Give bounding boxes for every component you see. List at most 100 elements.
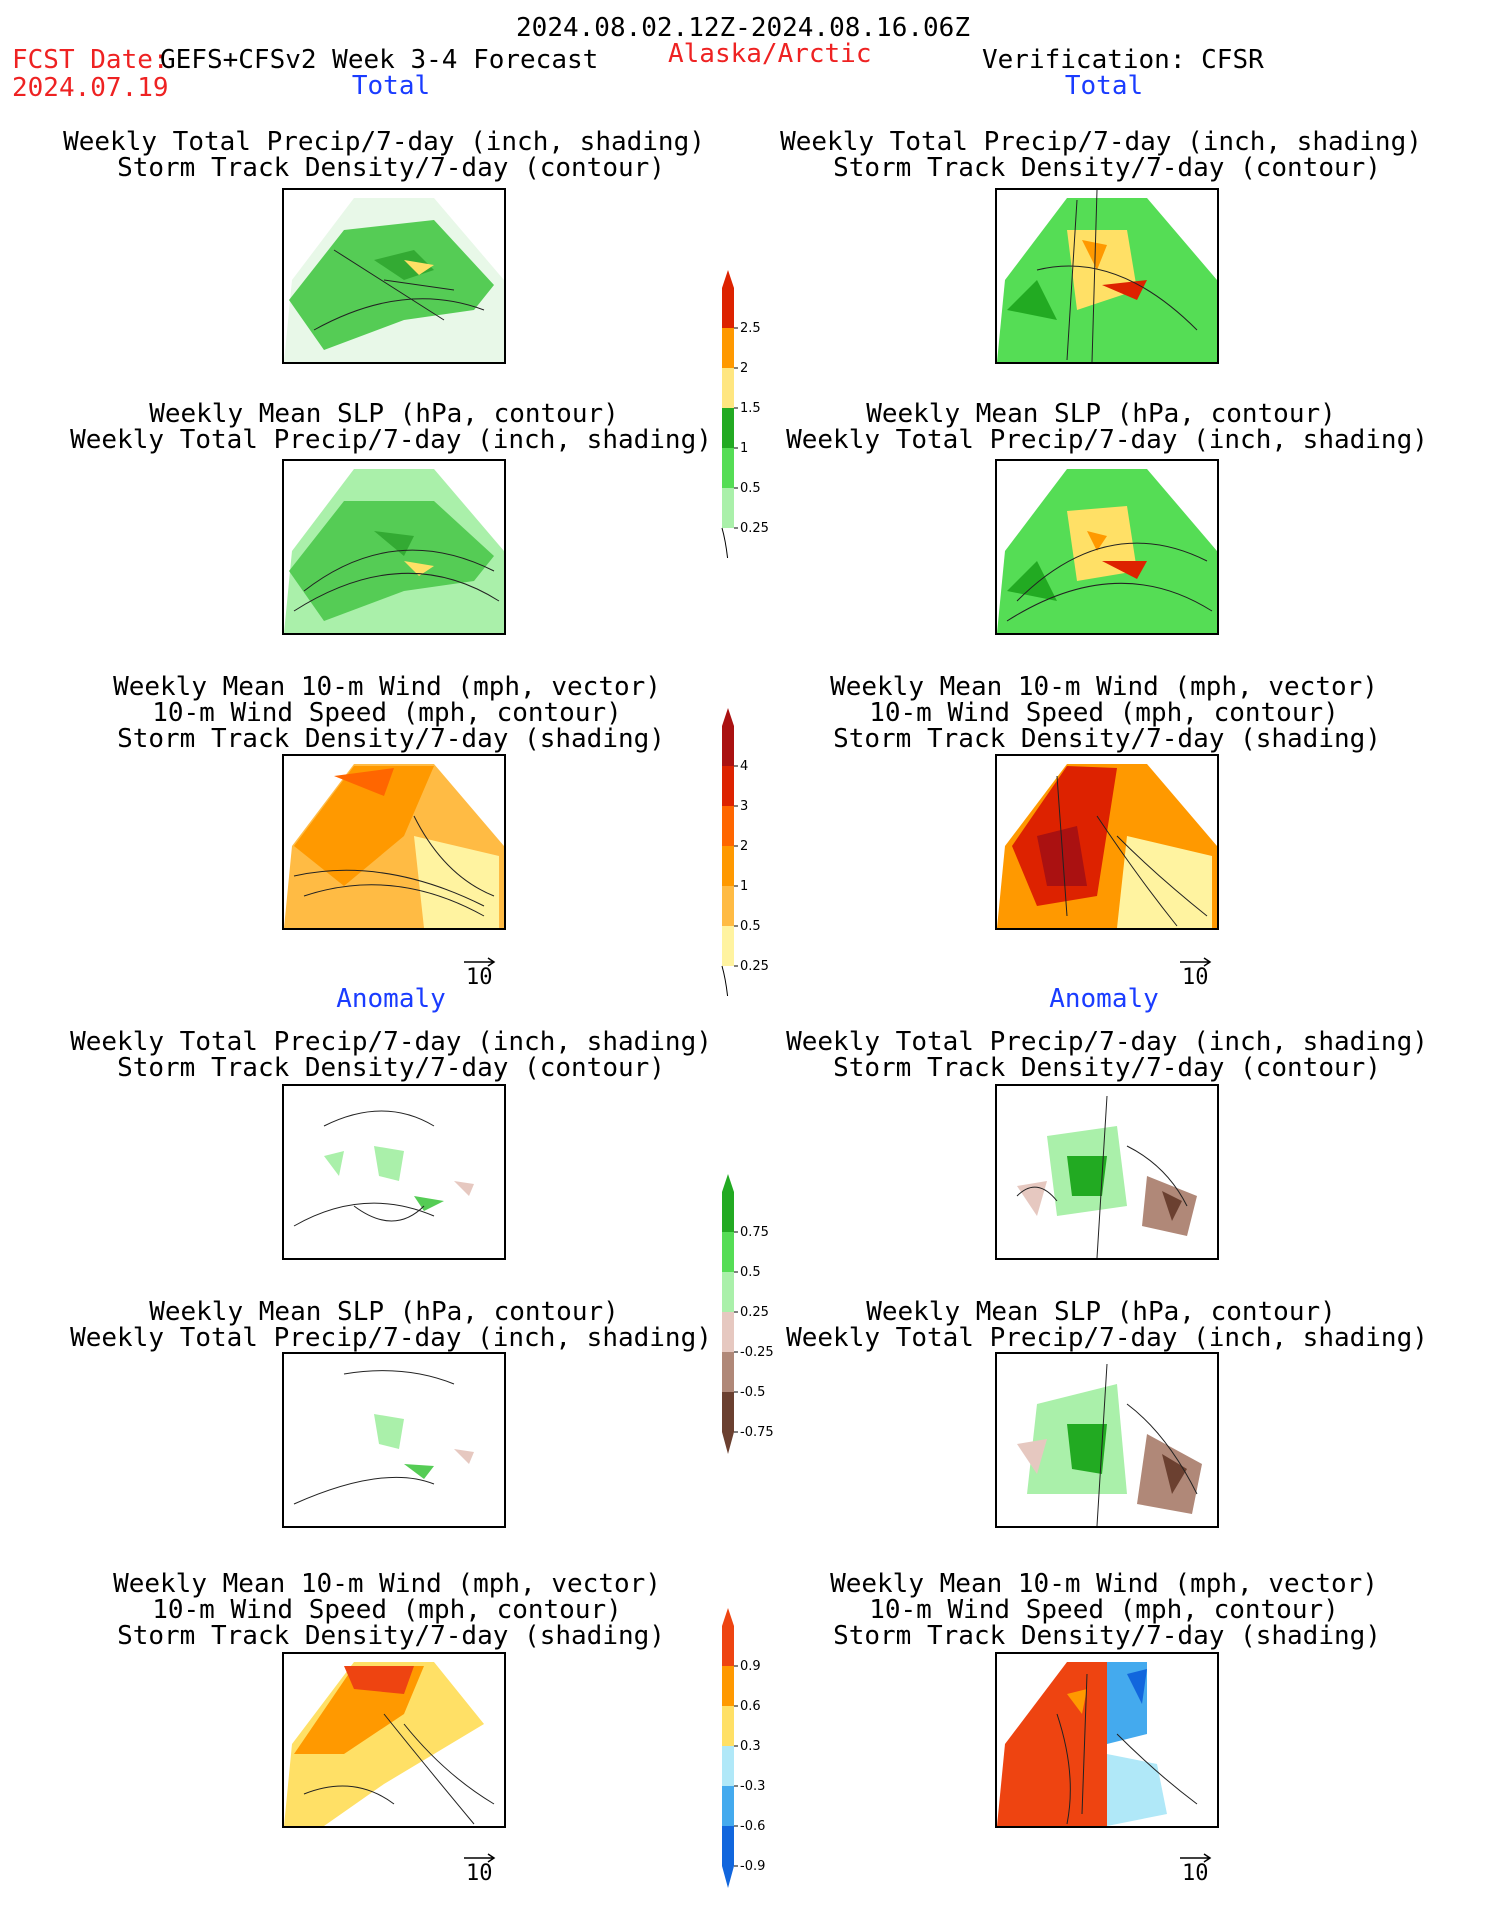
colorbar-segment xyxy=(722,846,734,886)
colorbar-segment xyxy=(722,1352,734,1392)
map-panel-fcst-wind-anom xyxy=(282,1652,506,1828)
colorbar-tick-label: -0.9 xyxy=(740,1859,765,1874)
colorbar-segment xyxy=(722,726,734,766)
section-anomaly-left: Anomaly xyxy=(336,984,446,1014)
colorbar-segment xyxy=(722,1746,734,1786)
colorbar-segment xyxy=(722,1232,734,1272)
region-label: Alaska/Arctic xyxy=(668,39,872,69)
colorbar-segment xyxy=(722,886,734,926)
panel-title-line: Weekly Total Precip/7-day (inch, shading… xyxy=(70,425,712,455)
panel-title-line: Weekly Mean 10-m Wind (mph, vector) xyxy=(830,1569,1378,1599)
colorbar-tick-label: 2 xyxy=(740,361,748,376)
colorbar-precip-total: 2.5 2 1.5 1 0.5 0.25 xyxy=(721,270,769,558)
colorbar-precip-anom: 0.75 0.5 0.25 -0.25 -0.5 -0.75 xyxy=(722,1174,774,1454)
map-panel-obs-precip xyxy=(995,188,1219,364)
panel-title-line: Storm Track Density/7-day (contour) xyxy=(833,1053,1381,1083)
panel-title-line: Storm Track Density/7-day (contour) xyxy=(833,153,1381,183)
colorbar-tick-label: -0.5 xyxy=(740,1385,765,1400)
panel-title-line: 10-m Wind Speed (mph, contour) xyxy=(152,1595,622,1625)
map-panel-fcst-precip-anom xyxy=(282,1084,506,1260)
panel-title-line: Weekly Mean SLP (hPa, contour) xyxy=(866,399,1336,429)
colorbar-tick-label: 0.6 xyxy=(740,1699,761,1714)
colorbar-segment xyxy=(722,1786,734,1826)
panel-title-line: Weekly Total Precip/7-day (inch, shading… xyxy=(786,1027,1428,1057)
panel-title-line: Storm Track Density/7-day (contour) xyxy=(117,1053,665,1083)
valid-period: 2024.08.02.12Z-2024.08.16.06Z xyxy=(516,13,970,43)
panel-title-line: 10-m Wind Speed (mph, contour) xyxy=(869,698,1339,728)
panel-title-line: Storm Track Density/7-day (shading) xyxy=(117,1621,665,1651)
colorbar-tick-label: 1 xyxy=(740,441,748,456)
colorbar-segment xyxy=(722,328,734,368)
map-panel-obs-wind xyxy=(995,754,1219,930)
panel-title-line: 10-m Wind Speed (mph, contour) xyxy=(152,698,622,728)
colorbar-tick-label: 3 xyxy=(740,799,748,814)
colorbar-top-triangle xyxy=(722,708,734,726)
colorbar-tick-label: 2 xyxy=(740,839,748,854)
panel-title-line: Weekly Total Precip/7-day (inch, shading… xyxy=(70,1323,712,1353)
fcst-date: 2024.07.19 xyxy=(12,73,169,103)
panel-title-line: Weekly Mean SLP (hPa, contour) xyxy=(149,1297,619,1327)
vector-ref-arrow-icon xyxy=(1180,957,1212,967)
model-label: GEFS+CFSv2 Week 3-4 Forecast xyxy=(160,45,599,75)
map-panel-fcst-precip xyxy=(282,188,506,364)
verification-label: Verification: CFSR xyxy=(982,45,1264,75)
colorbar-segment xyxy=(722,1666,734,1706)
colorbar-segment xyxy=(722,488,734,528)
colorbar-segment xyxy=(722,1272,734,1312)
colorbar-segment xyxy=(722,408,734,448)
colorbar-tick-label: 4 xyxy=(740,759,748,774)
panel-title-line: Storm Track Density/7-day (shading) xyxy=(833,724,1381,754)
panel-title-line: Weekly Mean 10-m Wind (mph, vector) xyxy=(830,672,1378,702)
colorbar-tick-label: -0.6 xyxy=(740,1819,765,1834)
section-total-right: Total xyxy=(1064,71,1144,101)
colorbar-bottom-tail xyxy=(721,965,729,996)
colorbar-tick-label: -0.3 xyxy=(740,1779,765,1794)
fcst-date-label: FCST Date: xyxy=(12,45,169,75)
panel-title-line: Weekly Total Precip/7-day (inch, shading… xyxy=(70,1027,712,1057)
map-panel-obs-wind-anom xyxy=(995,1652,1219,1828)
colorbar-segment xyxy=(722,1192,734,1232)
panel-title-line: Weekly Mean 10-m Wind (mph, vector) xyxy=(113,1569,661,1599)
panel-title-line: Weekly Total Precip/7-day (inch, shading… xyxy=(786,425,1428,455)
panel-title-line: Weekly Mean SLP (hPa, contour) xyxy=(149,399,619,429)
panel-title-line: Weekly Total Precip/7-day (inch, shading… xyxy=(786,1323,1428,1353)
colorbar-top-triangle xyxy=(722,270,734,288)
panel-title-line: Storm Track Density/7-day (shading) xyxy=(833,1621,1381,1651)
vector-ref-arrow-icon xyxy=(1180,1853,1212,1863)
panel-title-line: Weekly Mean 10-m Wind (mph, vector) xyxy=(113,672,661,702)
colorbar-tick-label: 0.5 xyxy=(740,1265,761,1280)
colorbar-top-triangle xyxy=(722,1608,734,1626)
colorbar-tick-label: 0.9 xyxy=(740,1659,761,1674)
colorbar-tick-label: 0.3 xyxy=(740,1739,761,1754)
colorbar-tick-label: -0.75 xyxy=(740,1425,774,1440)
colorbar-tick-label: 1.5 xyxy=(740,401,761,416)
colorbar-segment xyxy=(722,1626,734,1666)
colorbar-bottom-tail xyxy=(721,527,729,558)
vector-ref-arrow-icon xyxy=(464,957,496,967)
colorbar-tick-label: 2.5 xyxy=(740,321,761,336)
map-panel-fcst-slp xyxy=(282,459,506,635)
colorbar-segment xyxy=(722,1706,734,1746)
colorbar-segment xyxy=(722,288,734,328)
vector-ref-label: 10 xyxy=(1182,1861,1209,1886)
colorbar-segment xyxy=(722,806,734,846)
colorbar-tick-label: 0.25 xyxy=(740,959,769,974)
section-total-left: Total xyxy=(351,71,431,101)
colorbar-bottom-triangle xyxy=(722,1432,734,1454)
panel-title-line: 10-m Wind Speed (mph, contour) xyxy=(869,1595,1339,1625)
vector-ref-label: 10 xyxy=(466,1861,493,1886)
vector-ref-arrow-icon xyxy=(464,1853,496,1863)
colorbar-segment xyxy=(722,448,734,488)
panel-title-line: Storm Track Density/7-day (shading) xyxy=(117,724,665,754)
vector-ref-label: 10 xyxy=(466,965,493,990)
vector-ref-label: 10 xyxy=(1182,965,1209,990)
colorbar-bottom-triangle xyxy=(722,1866,734,1888)
map-panel-obs-slp xyxy=(995,459,1219,635)
colorbar-segment xyxy=(722,766,734,806)
colorbar-segment xyxy=(722,926,734,966)
colorbar-segment xyxy=(722,1312,734,1352)
colorbar-tick-label: 0.25 xyxy=(740,521,769,536)
map-panel-fcst-wind xyxy=(282,754,506,930)
colorbar-storm-total: 4 3 2 1 0.5 0.25 xyxy=(721,708,769,996)
map-panel-obs-precip-anom xyxy=(995,1084,1219,1260)
